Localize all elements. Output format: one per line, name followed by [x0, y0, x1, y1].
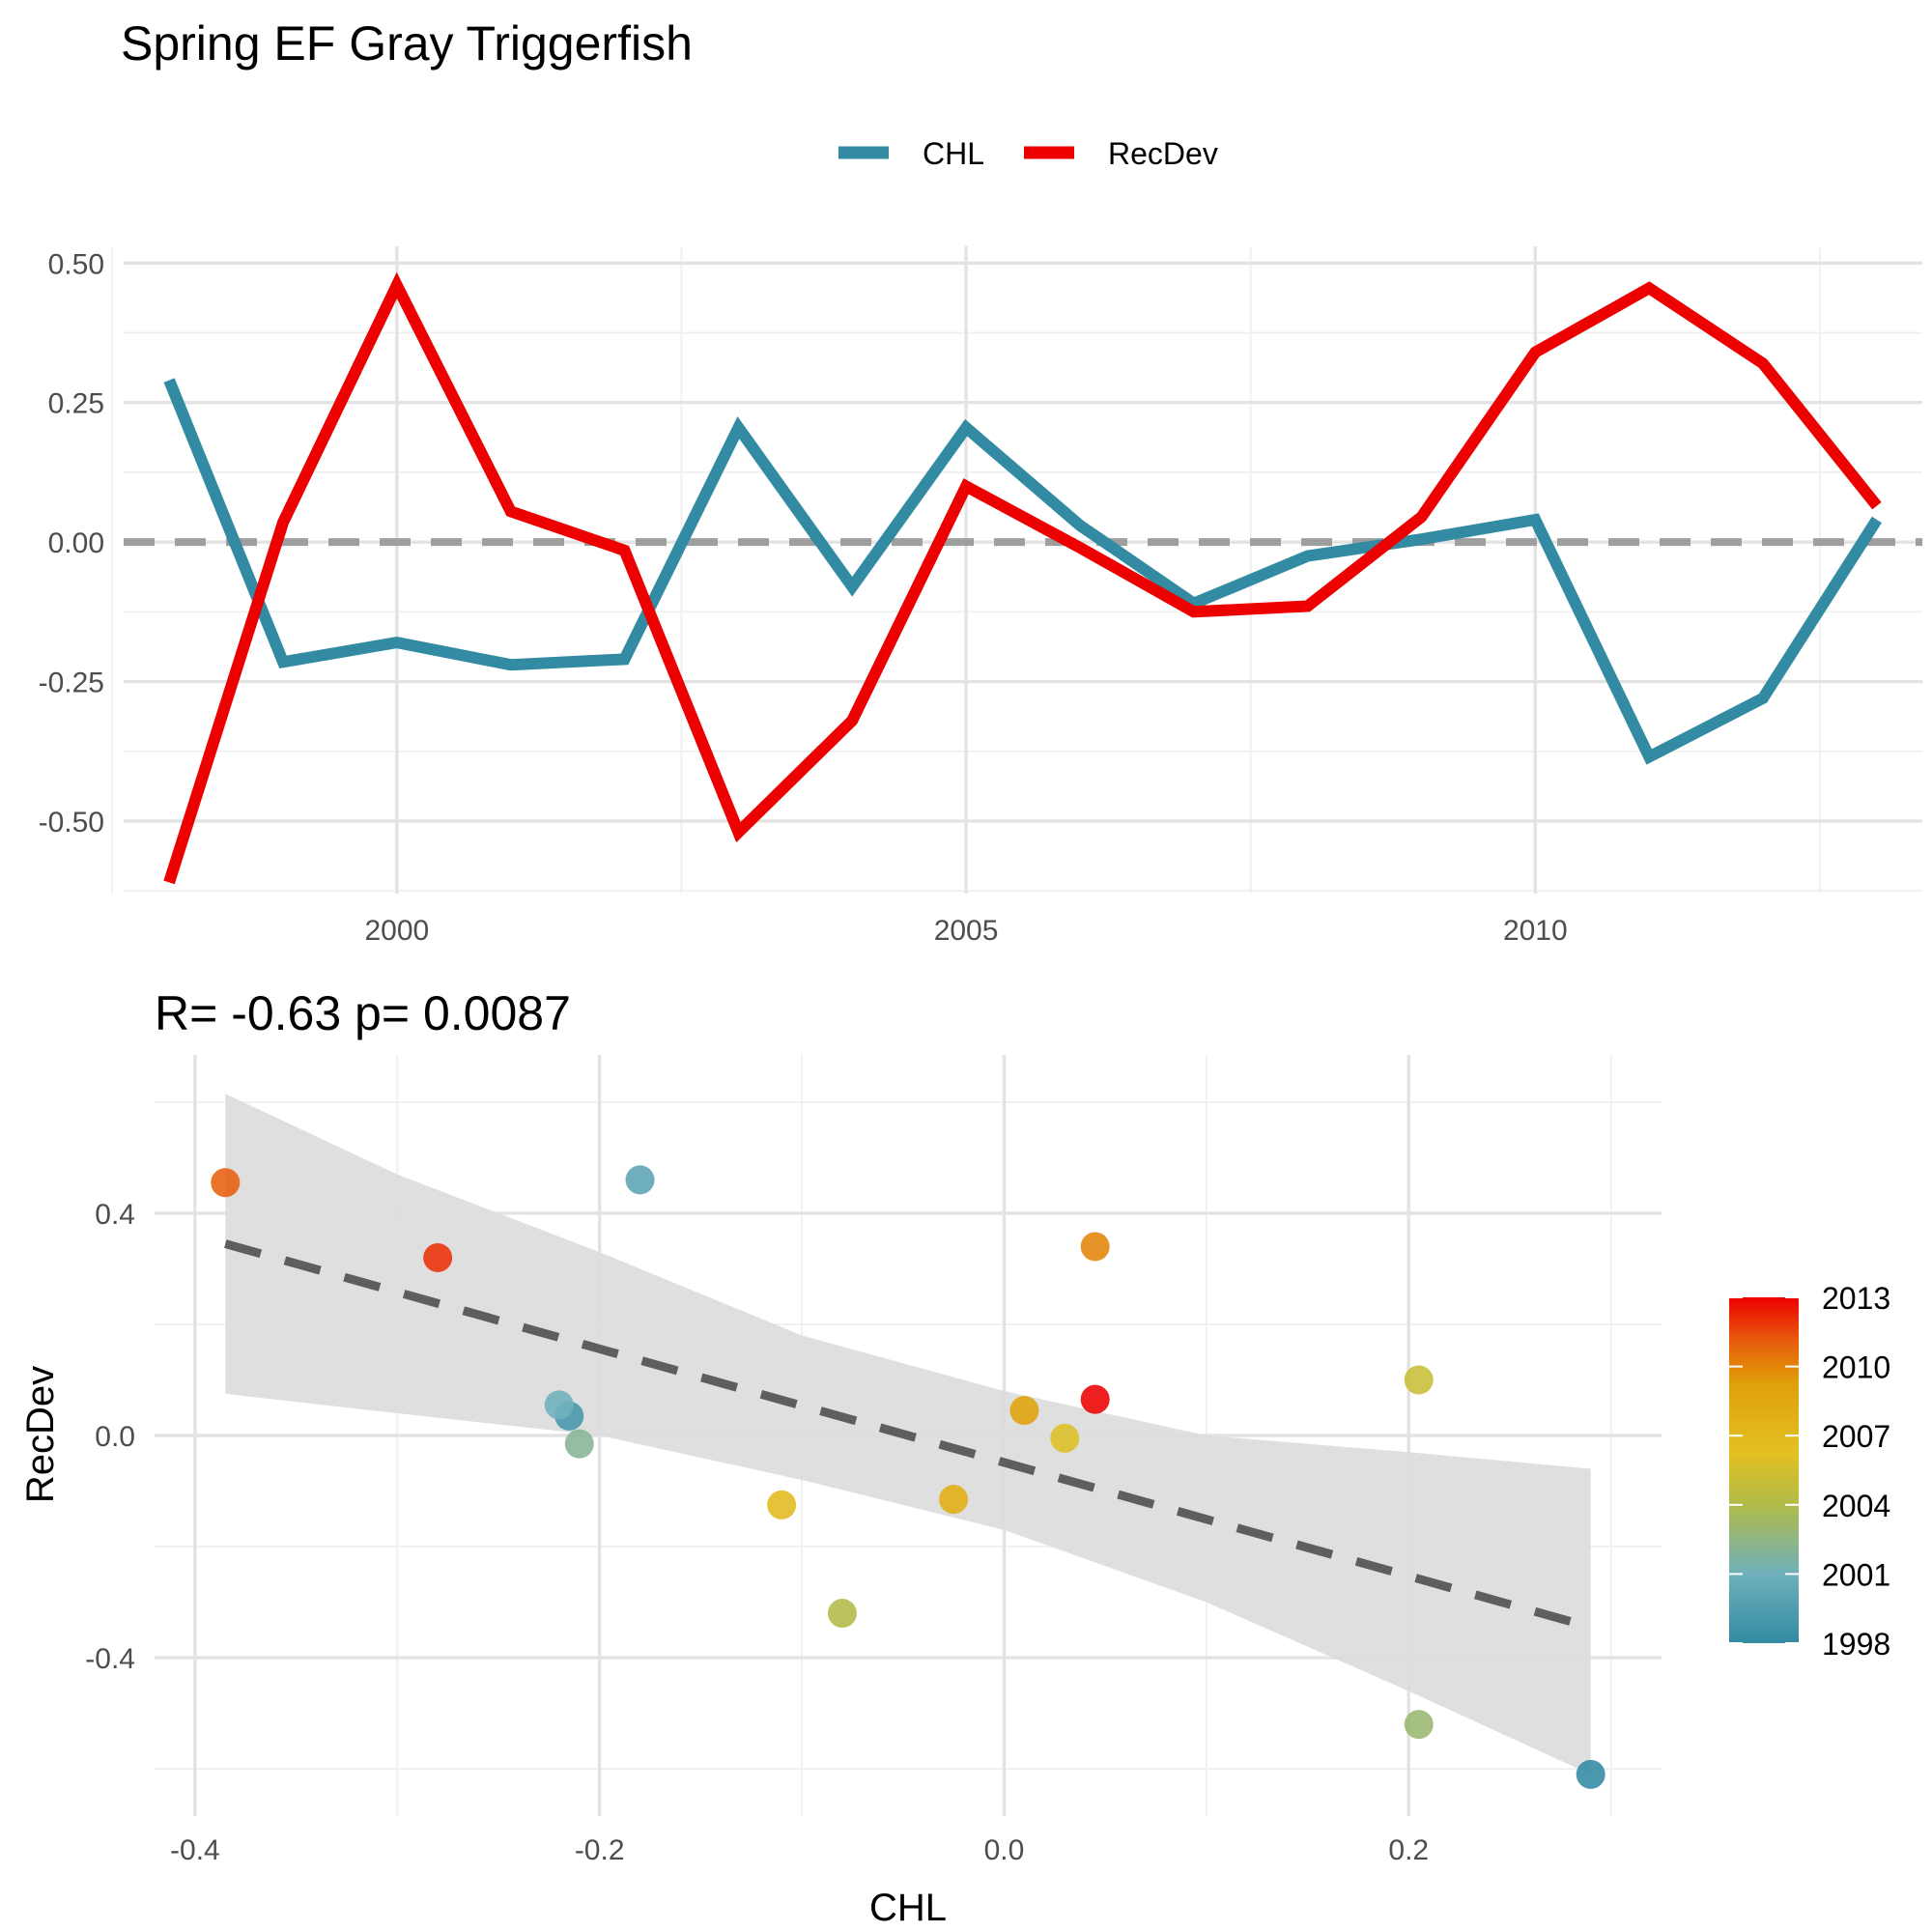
- colorbar-tick-label: 2013: [1822, 1281, 1890, 1316]
- colorbar-tick-label: 2010: [1822, 1350, 1890, 1385]
- bottom-x-tick-label: -0.2: [575, 1834, 625, 1866]
- scatter-point-2005: [1404, 1365, 1434, 1395]
- colorbar-ticks: 2013 2010 2007 2004 2001 1998: [1729, 1281, 1890, 1662]
- top-y-axis: 0.50 0.25 0.00 -0.25 -0.50: [39, 248, 104, 838]
- bottom-x-tick-label: -0.4: [170, 1834, 220, 1866]
- scatter-point-2006: [1050, 1423, 1080, 1453]
- scatter-point-2011: [211, 1168, 241, 1198]
- series-line-recdev: [163, 271, 1882, 885]
- top-y-tick-label: -0.50: [39, 807, 104, 838]
- scatter-point-1998: [1576, 1759, 1605, 1789]
- scatter-point-2003: [1404, 1710, 1434, 1740]
- bottom-y-tick-label: 0.0: [95, 1421, 135, 1453]
- top-series: [163, 271, 1882, 885]
- bottom-y-tick-label: 0.4: [95, 1199, 135, 1231]
- colorbar-tick-label: 1998: [1822, 1627, 1890, 1662]
- scatter-point-2004: [827, 1599, 857, 1629]
- top-x-tick-label: 2005: [934, 915, 999, 947]
- x-axis-title: CHL: [869, 1887, 947, 1929]
- scatter-points: [211, 1165, 1605, 1789]
- bottom-y-tick-label: -0.4: [85, 1643, 135, 1675]
- scatter-point-2001: [544, 1390, 574, 1420]
- legend-label-recdev: RecDev: [1108, 136, 1218, 171]
- y-axis-title: RecDev: [19, 1366, 62, 1503]
- bottom-x-tick-label: 0.2: [1388, 1834, 1429, 1866]
- scatter-point-2010: [1080, 1232, 1110, 1262]
- top-y-tick-label: 0.50: [48, 248, 104, 280]
- scatter-point-2013: [1080, 1384, 1110, 1414]
- colorbar-tick-label: 2001: [1822, 1557, 1890, 1592]
- top-legend: CHL RecDev: [838, 136, 1218, 171]
- colorbar-gradient: [1729, 1297, 1799, 1643]
- top-panel: Spring EF Gray Triggerfish CHL RecDev 0.…: [39, 16, 1922, 947]
- series-line-chl: [163, 378, 1882, 765]
- scatter-point-2008: [939, 1485, 969, 1515]
- legend-label-chl: CHL: [923, 136, 984, 171]
- top-y-tick-label: -0.25: [39, 668, 104, 699]
- bottom-x-axis: -0.4 -0.2 0.0 0.2: [170, 1834, 1429, 1866]
- scatter-point-2012: [423, 1242, 453, 1272]
- year-colorbar: 2013 2010 2007 2004 2001 1998: [1729, 1281, 1890, 1662]
- bottom-y-axis: 0.4 0.0 -0.4: [85, 1199, 135, 1675]
- top-y-tick-label: 0.25: [48, 388, 104, 420]
- top-x-axis: 2000 2005 2010: [364, 915, 1567, 947]
- bottom-x-tick-label: 0.0: [984, 1834, 1025, 1866]
- scatter-point-2000: [625, 1165, 655, 1195]
- regression-line: [224, 1239, 1592, 1632]
- bottom-panel: R= -0.63 p= 0.0087 0.4 0.0 -0.4 -0.4 -0.2 0.…: [19, 986, 1890, 1929]
- top-gridlines: [111, 246, 1922, 894]
- correlation-title: R= -0.63 p= 0.0087: [155, 986, 571, 1040]
- top-y-tick-label: 0.00: [48, 527, 104, 559]
- top-chart-title: Spring EF Gray Triggerfish: [121, 16, 693, 71]
- fit-line: [224, 1239, 1592, 1632]
- scatter-point-2009: [1009, 1396, 1039, 1426]
- top-x-tick-label: 2000: [364, 915, 429, 947]
- top-x-tick-label: 2010: [1503, 915, 1568, 947]
- colorbar-tick-label: 2004: [1822, 1489, 1890, 1523]
- colorbar-tick-label: 2007: [1822, 1419, 1890, 1454]
- scatter-point-2007: [767, 1490, 797, 1520]
- scatter-point-2002: [564, 1429, 594, 1459]
